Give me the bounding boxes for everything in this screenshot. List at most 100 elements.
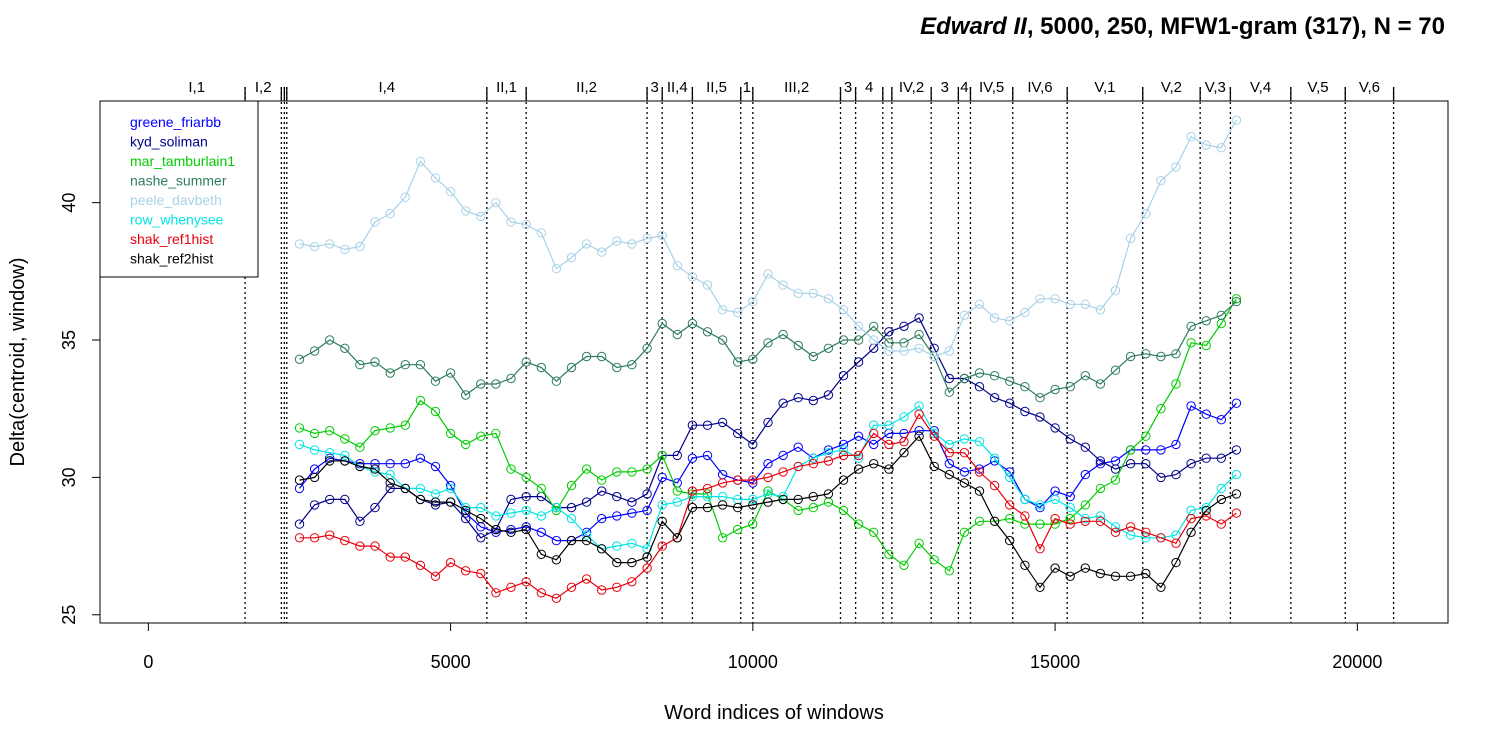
series-point: [476, 533, 486, 543]
series-point: [1110, 522, 1121, 532]
series-point: [627, 467, 637, 477]
series-point: [853, 450, 864, 461]
series-point: [415, 156, 426, 167]
series-point: [1216, 310, 1227, 320]
series-point: [989, 516, 1000, 526]
series-point: [1156, 472, 1166, 483]
scene-label: II,5: [706, 79, 727, 96]
series-point: [491, 428, 501, 439]
series-point: [430, 497, 441, 507]
series-point: [566, 513, 577, 524]
series-point: [597, 513, 607, 524]
series-point: [400, 459, 410, 469]
series-point: [733, 502, 743, 513]
series-point: [1080, 299, 1091, 309]
series-point: [581, 574, 592, 584]
series-point: [717, 478, 728, 488]
series-point: [763, 417, 773, 428]
scene-label: 3: [941, 79, 949, 96]
series-point: [657, 318, 667, 329]
series-point: [1231, 115, 1242, 125]
series-point: [657, 516, 667, 526]
series-point: [717, 417, 728, 428]
series-point: [853, 431, 864, 441]
series-point: [989, 456, 1000, 466]
series-point: [294, 475, 305, 485]
series-point: [1231, 489, 1242, 499]
series-point: [536, 511, 546, 521]
series-point: [884, 464, 894, 474]
series-point: [1141, 568, 1151, 579]
series-point: [1216, 494, 1227, 505]
series-point: [778, 491, 788, 502]
series-point: [642, 505, 652, 516]
series-point: [325, 453, 335, 463]
series-point: [1005, 472, 1015, 483]
series-point: [1035, 519, 1045, 529]
scene-label: V,6: [1359, 79, 1380, 96]
series-point: [808, 491, 818, 502]
series-point: [415, 560, 426, 570]
series-point: [929, 555, 939, 565]
series-point: [1020, 560, 1030, 570]
series-point: [1201, 505, 1211, 516]
series-point: [491, 524, 501, 535]
series-point: [1080, 469, 1091, 480]
series-point: [506, 217, 516, 227]
series-point: [959, 527, 970, 537]
series-point: [506, 582, 516, 592]
scene-label: II,4: [667, 79, 688, 96]
series-point: [1110, 464, 1121, 474]
series-point: [325, 335, 335, 345]
scene-label: V,3: [1205, 79, 1226, 96]
series-point: [1156, 445, 1166, 455]
series-point: [974, 368, 985, 378]
series-point: [1171, 538, 1181, 548]
series-point: [778, 450, 788, 461]
series-point: [869, 439, 879, 450]
series-point: [294, 533, 305, 543]
series-point: [1095, 456, 1106, 466]
series-point: [581, 497, 592, 507]
scene-label: I,1: [188, 79, 205, 96]
series-point: [959, 478, 970, 488]
series-point: [869, 321, 879, 331]
series-point: [370, 426, 380, 436]
series-point: [536, 483, 546, 494]
series-point: [400, 483, 410, 494]
series-point: [627, 360, 637, 370]
series-point: [657, 450, 667, 461]
series-point: [959, 448, 970, 458]
series-point: [687, 272, 698, 282]
series-point: [1065, 382, 1075, 392]
series-point: [869, 335, 879, 345]
series-point: [672, 450, 682, 461]
axes: 0 5000 10000 15000 20000 25 30 35 40: [59, 193, 1382, 672]
series-point: [853, 357, 864, 367]
series-point: [838, 445, 849, 455]
chart-title-italic: Edward II: [920, 13, 1028, 40]
chart-title-rest: , 5000, 250, MFW1-gram (317), N = 70: [1027, 13, 1445, 40]
series-point: [1171, 379, 1181, 389]
series-point: [551, 535, 562, 546]
series-point: [687, 318, 698, 329]
y-tick-label: 40: [59, 193, 79, 213]
series-point: [581, 530, 592, 540]
series-point: [1156, 351, 1166, 362]
series-point: [642, 563, 652, 573]
series-point: [1005, 316, 1015, 326]
series-point: [400, 360, 410, 370]
series-point: [1080, 563, 1091, 573]
series-point: [1141, 349, 1151, 359]
series-point: [1035, 412, 1045, 422]
series-point: [1186, 321, 1196, 331]
series-point: [566, 582, 577, 592]
series-point: [657, 500, 667, 510]
series-point: [627, 557, 637, 568]
series-line: [299, 435, 1237, 589]
series-point: [1065, 571, 1075, 581]
series-point: [1050, 494, 1060, 505]
series-point: [1080, 371, 1091, 381]
series-point: [1141, 527, 1151, 537]
